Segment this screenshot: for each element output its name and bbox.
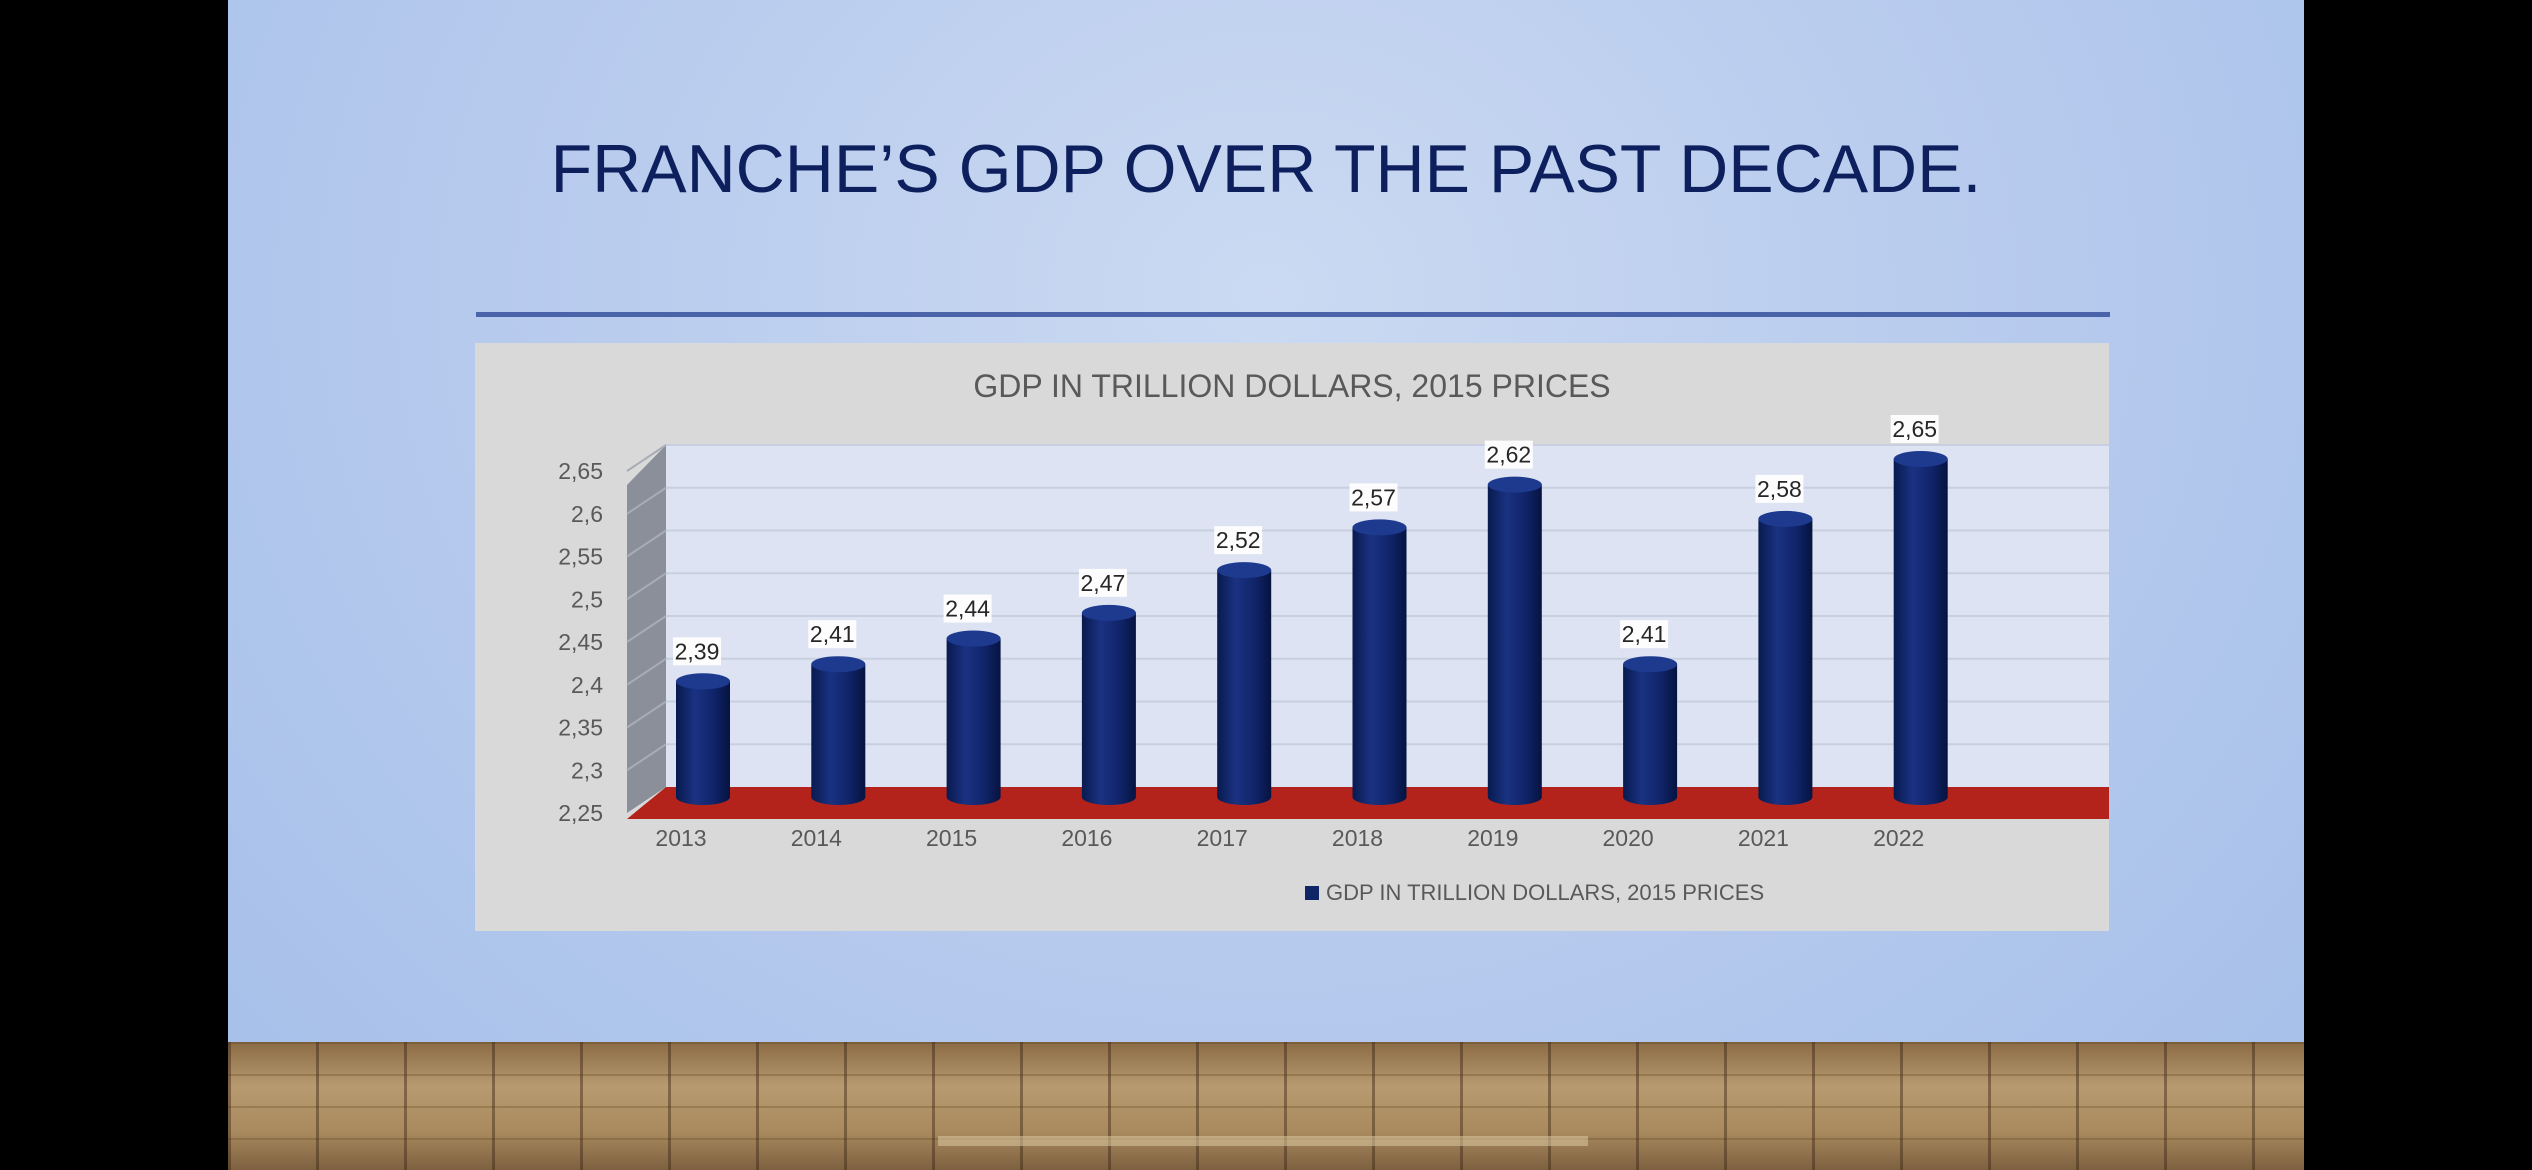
gdp-bar-chart: GDP IN TRILLION DOLLARS, 2015 PRICES 2,25… [558, 368, 2109, 905]
gridline-side [626, 615, 667, 643]
legend-label: GDP IN TRILLION DOLLARS, 2015 PRICES [1326, 880, 1764, 905]
data-label: 2,62 [1486, 442, 1531, 468]
bar-2018 [1352, 527, 1407, 805]
y-tick-label: 2,45 [558, 629, 603, 655]
bar-cap-2016 [1081, 604, 1136, 621]
bar-2017 [1217, 570, 1272, 805]
legend-swatch [1305, 886, 1319, 900]
gridline-side [626, 700, 667, 729]
data-label: 2,41 [1622, 621, 1667, 647]
bar-2020 [1623, 664, 1678, 805]
data-label-bg [1755, 474, 1804, 503]
bar-cap-2017 [1217, 562, 1272, 579]
bar-2015 [946, 638, 1001, 805]
x-tick-label: 2019 [1467, 825, 1518, 851]
gridline-side [626, 572, 667, 601]
data-label: 2,52 [1216, 527, 1261, 553]
data-label-bg [673, 637, 721, 666]
y-tick-label: 2,65 [558, 458, 603, 484]
bar-2013 [676, 681, 730, 805]
bar-2022 [1893, 459, 1948, 805]
data-label-bg [1078, 568, 1127, 597]
bar-cap-2014 [811, 656, 866, 673]
x-tick-label: 2021 [1738, 825, 1789, 851]
x-tick-label: 2016 [1061, 825, 1112, 851]
bar-cap-2015 [946, 630, 1001, 647]
y-tick-label: 2,3 [571, 757, 603, 783]
data-label: 2,41 [810, 621, 855, 647]
bar-2019 [1487, 484, 1542, 805]
bar-2016 [1081, 612, 1136, 805]
data-label: 2,58 [1757, 476, 1802, 502]
data-label-bg [1484, 440, 1533, 469]
x-tick-label: 2015 [926, 825, 977, 851]
gridline-side [626, 743, 667, 772]
data-label-bg [1620, 620, 1669, 649]
data-label: 2,39 [675, 638, 720, 664]
data-label: 2,65 [1892, 416, 1937, 442]
y-tick-label: 2,55 [558, 544, 603, 570]
bar-cap-2022 [1893, 451, 1948, 467]
slide: FRANCHE’S GDP OVER THE PAST DECADE. GDP … [228, 0, 2304, 1170]
chart-panel: GDP IN TRILLION DOLLARS, 2015 PRICES 2,25… [475, 343, 2109, 931]
floor-strip [938, 1136, 1588, 1146]
bar-cap-2021 [1758, 510, 1813, 527]
y-tick-label: 2,35 [558, 715, 603, 741]
bar-2014 [811, 664, 866, 805]
bar-cap-2019 [1487, 476, 1542, 493]
bar-cap-2020 [1623, 656, 1678, 673]
data-label-bg [1349, 483, 1398, 512]
y-tick-label: 2,25 [558, 800, 603, 826]
x-tick-label: 2022 [1873, 825, 1924, 851]
y-tick-label: 2,6 [571, 501, 603, 527]
wooden-floor [228, 1042, 2304, 1170]
data-label-bg [808, 620, 857, 649]
data-label: 2,44 [945, 596, 990, 622]
data-label: 2,47 [1081, 570, 1126, 596]
slide-title: FRANCHE’S GDP OVER THE PAST DECADE. [550, 131, 1982, 207]
bar-cap-2018 [1352, 519, 1407, 536]
gridline-side [626, 444, 667, 472]
gridline-side [626, 657, 667, 686]
gridline-side [626, 529, 667, 558]
x-tick-label: 2014 [791, 825, 842, 851]
data-label-bg [943, 594, 992, 623]
data-label: 2,57 [1351, 484, 1396, 510]
data-label-bg [1890, 415, 1939, 443]
x-tick-label: 2018 [1332, 825, 1383, 851]
x-tick-label: 2017 [1197, 825, 1248, 851]
x-tick-label: 2020 [1603, 825, 1654, 851]
bar-cap-2013 [676, 673, 730, 690]
y-tick-label: 2,4 [571, 672, 603, 698]
data-label-bg [1214, 526, 1263, 555]
x-tick-label: 2013 [655, 825, 706, 851]
y-tick-label: 2,5 [571, 586, 603, 612]
chart-title: GDP IN TRILLION DOLLARS, 2015 PRICES [973, 368, 1610, 404]
title-divider [476, 312, 2110, 317]
bar-2021 [1758, 518, 1813, 805]
gridline-side [626, 486, 667, 515]
